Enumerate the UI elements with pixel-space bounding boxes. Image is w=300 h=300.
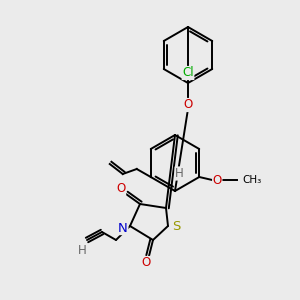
Text: O: O xyxy=(213,173,222,187)
Text: O: O xyxy=(116,182,126,196)
Text: S: S xyxy=(172,220,180,232)
Text: O: O xyxy=(183,98,193,112)
Text: Cl: Cl xyxy=(182,67,194,80)
Text: CH₃: CH₃ xyxy=(242,175,262,185)
Text: O: O xyxy=(141,256,151,269)
Text: H: H xyxy=(78,244,86,256)
Text: H: H xyxy=(175,167,184,180)
Text: N: N xyxy=(118,221,128,235)
